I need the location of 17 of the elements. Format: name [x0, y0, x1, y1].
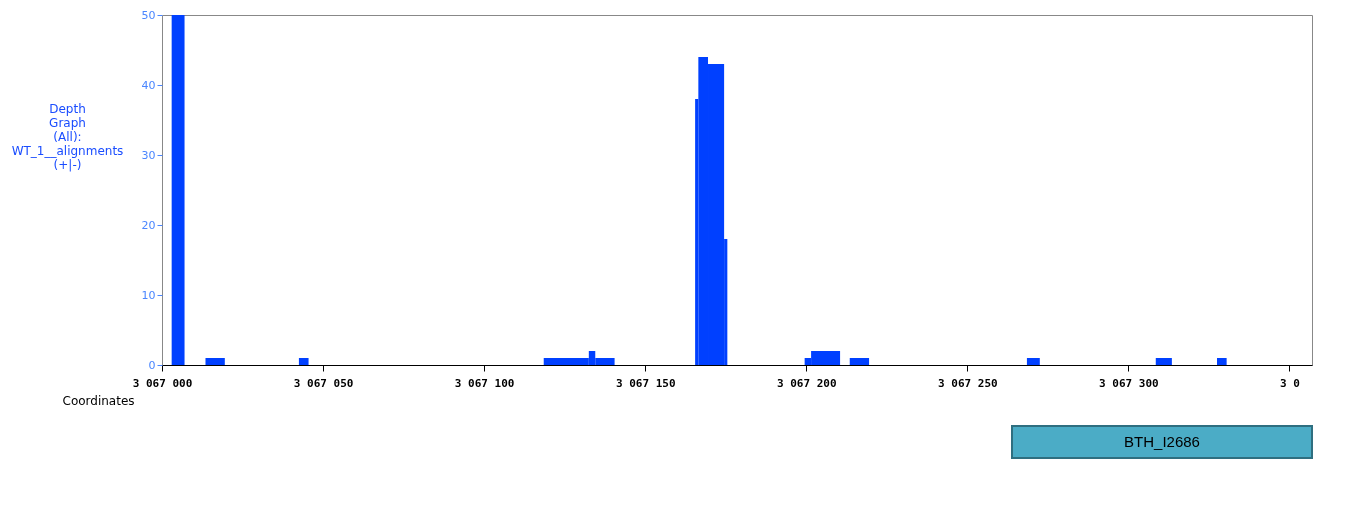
y-tick-label: 20: [141, 218, 156, 232]
x-tick-label: 3 067 200: [776, 376, 837, 390]
x-axis-title: Coordinates: [62, 393, 135, 408]
text: BTH_I2686: [1124, 433, 1200, 450]
y-tick-label: 0: [148, 358, 156, 372]
x-tick-label: 3 067 000: [132, 376, 193, 390]
y-tick-label: 50: [141, 8, 156, 22]
y-tick-label: 40: [141, 78, 156, 92]
x-tick-label: 3 067 100: [454, 376, 515, 390]
y-tick-label: 10: [141, 288, 156, 302]
x-tick-label: 3 067 050: [293, 376, 354, 390]
x-tick-label: 3 067 250: [938, 376, 998, 390]
x-tick-label: 3 067 300: [1099, 376, 1159, 390]
y-tick-label: 30: [141, 148, 156, 162]
y-axis-title: Depth Graph (All): WT_1__alignments (+|-): [11, 101, 124, 172]
x-tick-label: 3 0: [1280, 376, 1300, 390]
x-tick-label: 3 067 150: [615, 376, 676, 390]
